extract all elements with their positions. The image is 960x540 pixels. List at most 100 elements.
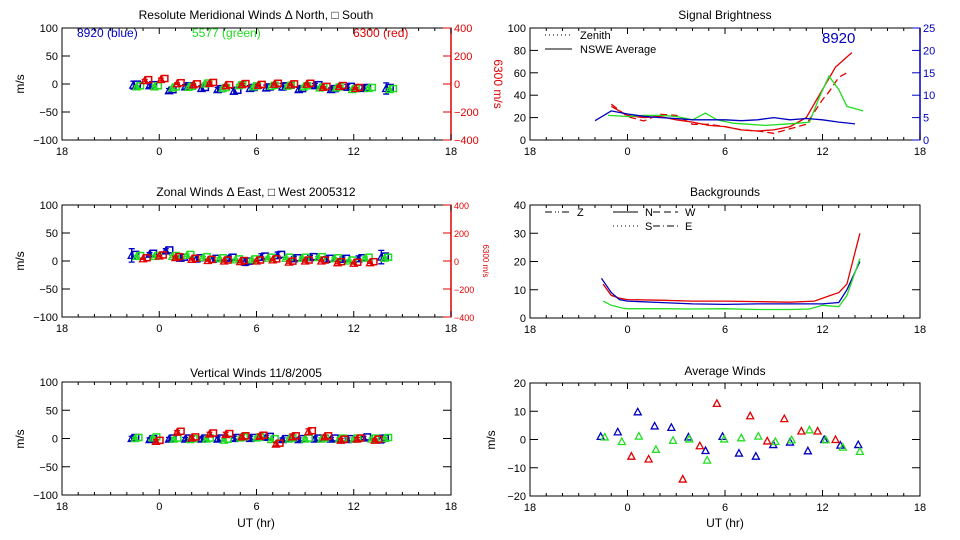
data-point-triangle [712,398,722,407]
data-point-square [235,255,244,263]
y2-tick-label: 0 [923,135,929,147]
legend-6300: 6300 (red) [353,26,408,40]
data-point-square [274,79,283,88]
y-tick-label: 50 [46,228,58,240]
data-point-triangle [237,79,247,89]
y-tick-label: 100 [40,377,58,389]
data-point-square [242,79,250,88]
data-point-square [289,257,297,265]
data-point-triangle [138,253,148,263]
x-tick-label: 6 [253,501,259,513]
y2-axis-label: 6300 m/s [491,59,505,108]
y-tick-label: 0 [52,434,58,446]
data-point-square [306,79,315,88]
data-point-triangle [140,75,150,85]
y-tick-label: 20 [514,113,526,125]
data-point-triangle [284,434,294,443]
panel-signal-brightness: Signal Brightness Zenith NSWE Average 89… [508,8,936,158]
data-point-triangle [813,426,823,435]
y2-tick-label: 25 [923,23,935,35]
data-point-triangle [684,434,694,443]
y-axis-label: m/s [484,430,498,449]
x-tick-label: 18 [524,324,536,336]
data-point-triangle [350,83,360,93]
data-point-square [193,80,202,88]
x-tick-label: 12 [816,502,828,514]
data-point-square [354,258,362,266]
data-point-square [177,427,185,436]
series-line-6300-zenith [610,72,848,134]
data-point-triangle [237,431,247,441]
legend-label-e: E [685,221,692,233]
data-point-triangle [214,253,224,263]
x-tick-label: 18 [56,501,68,513]
y-tick-label: −50 [39,284,58,296]
data-point-triangle [770,436,780,446]
data-point-triangle [753,431,763,440]
y-tick-label: 0 [52,256,58,268]
legend-zenith: Zenith [580,30,611,42]
data-point-square [384,253,393,261]
x-tick-label: 18 [445,323,457,335]
x-tick-label: 0 [624,146,630,158]
data-point-square [209,429,218,437]
x-tick-label: 12 [348,146,360,158]
x-axis-label: UT (hr) [706,516,744,530]
data-point-square [290,80,299,88]
data-point-triangle [695,440,705,450]
data-point-square [370,257,378,266]
panel-average-winds: Average Winds m/s UT (hr) 18 0 6 12 18−20−10… [484,364,926,530]
y-axis-label: m/s [13,74,27,93]
data-point-triangle [787,434,797,444]
data-point-triangle [352,434,362,443]
data-point-triangle [196,434,206,443]
data-point-square [389,84,398,93]
legend-nswe-average: NSWE Average [580,44,656,56]
y-tick-label: −20 [507,491,526,503]
data-point-square [149,249,158,258]
data-point-square [136,82,145,90]
panel-zonal-winds: Zonal Winds Δ East, □ West 2005312 m/s 6… [13,185,490,335]
data-point-triangle [204,429,215,438]
data-point-square [144,75,153,84]
data-point-triangle [148,433,158,442]
data-point-triangle [600,432,610,441]
data-point-triangle [644,454,654,463]
data-point-square [277,250,286,259]
legend-label-n: N [645,207,653,219]
x-tick-label: 0 [624,324,630,336]
data-point-triangle [650,421,660,430]
data-point-triangle [235,256,245,266]
data-point-triangle [253,80,263,90]
data-point-triangle [719,434,729,443]
data-point-square [258,80,266,89]
y2-axis-label: 6300 m/s [481,245,490,278]
x-tick-label: 18 [56,146,68,158]
chart-title: Signal Brightness [678,8,771,22]
legend-8920: 8920 (blue) [77,26,138,40]
y-tick-label: 20 [514,257,526,269]
y-tick-label: 0 [52,79,58,91]
series-line-5577 [602,258,861,311]
data-point-triangle [360,253,370,262]
data-point-square [384,433,393,442]
data-point-triangle [678,474,688,483]
data-point-triangle [167,83,177,92]
data-point-square [156,436,164,445]
legend-5577: 5577 (green) [192,26,261,40]
data-point-square [355,83,364,92]
series-line-6300 [602,233,861,303]
x-tick-label: 6 [722,502,728,514]
data-point-triangle [263,253,273,262]
data-point-square [305,256,313,264]
chart-title: Zonal Winds Δ East, □ West 2005312 [156,185,355,199]
x-tick-label: 18 [914,324,926,336]
x-tick-label: 6 [253,323,259,335]
y2-tick-label: −400 [454,135,479,147]
y2-tick-label: 400 [454,201,469,211]
data-point-triangle [651,444,661,454]
data-point-triangle [187,433,197,442]
y2-tick-label: 200 [454,229,469,239]
x-tick-label: 18 [445,146,457,158]
